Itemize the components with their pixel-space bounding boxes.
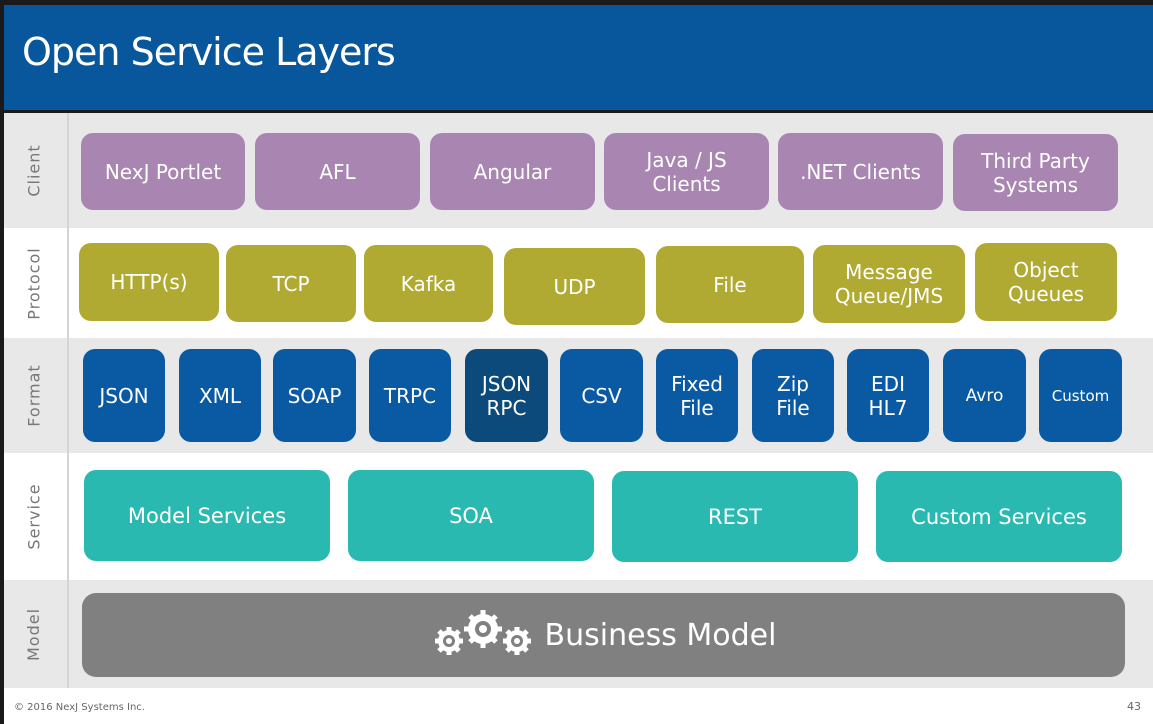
- format-box: Zip File: [752, 349, 834, 442]
- protocol-box: Message Queue/JMS: [813, 245, 965, 323]
- service-box: REST: [612, 471, 858, 562]
- copyright: © 2016 NexJ Systems Inc.: [14, 702, 145, 713]
- client-box: Angular: [430, 133, 595, 210]
- business-model-label: Business Model: [544, 617, 777, 653]
- format-box: JSON: [83, 349, 165, 442]
- protocol-box: HTTP(s): [79, 243, 219, 321]
- footer: [4, 688, 1153, 724]
- format-box: TRPC: [369, 349, 451, 442]
- row-label-client: Client: [14, 113, 54, 228]
- format-box: XML: [179, 349, 261, 442]
- format-box: Avro: [943, 349, 1026, 442]
- client-box: AFL: [255, 133, 420, 210]
- client-box: Java / JS Clients: [604, 133, 769, 210]
- gears-icon: [434, 610, 531, 655]
- format-box: Fixed File: [656, 349, 738, 442]
- row-label-model: Model: [14, 580, 54, 688]
- row-label-text: Protocol: [24, 246, 44, 320]
- row-label-protocol: Protocol: [14, 228, 54, 338]
- header-bar: [4, 5, 1153, 110]
- row-label-format: Format: [14, 338, 54, 453]
- format-box: EDI HL7: [847, 349, 929, 442]
- format-box: CSV: [560, 349, 643, 442]
- row-label-text: Model: [24, 607, 44, 661]
- slide-title: Open Service Layers: [22, 30, 396, 74]
- client-box: Third Party Systems: [953, 134, 1118, 211]
- row-label-text: Client: [24, 144, 44, 197]
- client-box: NexJ Portlet: [81, 133, 245, 210]
- format-box: SOAP: [273, 349, 356, 442]
- row-label-text: Format: [24, 364, 44, 427]
- format-box: JSON RPC: [465, 349, 548, 442]
- page-number: 43: [1127, 700, 1141, 713]
- service-box: Model Services: [84, 470, 330, 561]
- format-box: Custom: [1039, 349, 1122, 442]
- row-label-service: Service: [14, 453, 54, 580]
- row-label-text: Service: [24, 483, 44, 550]
- client-box: .NET Clients: [778, 133, 943, 210]
- service-box: SOA: [348, 470, 594, 561]
- label-divider: [67, 113, 69, 688]
- service-box: Custom Services: [876, 471, 1122, 562]
- business-model-box: Business Model: [82, 593, 1125, 677]
- protocol-box: UDP: [504, 248, 645, 325]
- protocol-box: File: [656, 246, 804, 323]
- protocol-box: TCP: [226, 245, 356, 322]
- protocol-box: Object Queues: [975, 243, 1117, 321]
- protocol-box: Kafka: [364, 245, 493, 322]
